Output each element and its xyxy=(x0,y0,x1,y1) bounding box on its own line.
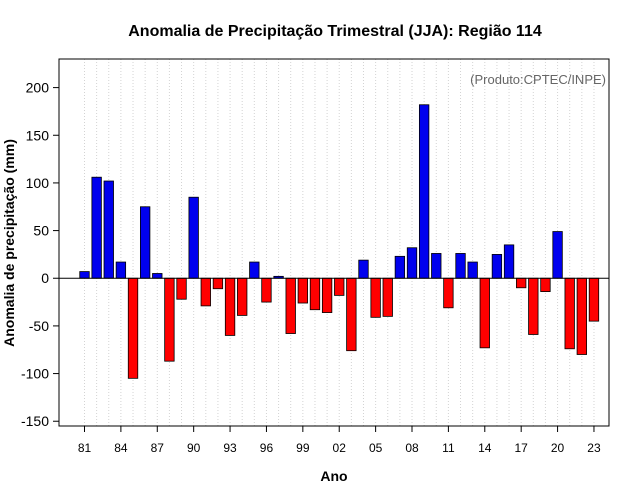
x-tick-label: 17 xyxy=(515,441,529,455)
bar-2002 xyxy=(334,277,345,296)
y-tick-label: -150 xyxy=(21,413,49,429)
x-tick-label: 20 xyxy=(551,441,565,455)
bar-1991 xyxy=(200,277,211,307)
x-axis-ticks: 81 84 87 90 93 96 99 02 05 08 11 14 17 20 23 xyxy=(78,426,601,455)
bar-1998 xyxy=(285,277,296,334)
bar-2006 xyxy=(382,277,393,317)
bar-2012 xyxy=(455,253,466,279)
bar-2005 xyxy=(370,277,381,318)
bar-2021 xyxy=(564,277,575,350)
bar-1992 xyxy=(212,277,224,290)
bar-1985 xyxy=(127,277,139,379)
bar-2015 xyxy=(491,254,503,279)
chart-title: Anomalia de Precipitação Trimestral (JJA… xyxy=(128,23,542,40)
y-tick-label: 150 xyxy=(26,127,50,143)
bar-2023 xyxy=(588,277,600,322)
bar-1984 xyxy=(115,261,127,279)
x-tick-label: 99 xyxy=(296,441,310,455)
bar-2014 xyxy=(479,277,490,349)
bar-1983 xyxy=(103,180,114,279)
y-tick-label: 200 xyxy=(26,80,50,96)
bar-1996 xyxy=(261,277,272,303)
bar-2009 xyxy=(418,104,430,279)
bar-2007 xyxy=(394,255,406,279)
y-tick-label: 0 xyxy=(41,270,49,286)
bar-2016 xyxy=(503,244,515,279)
bar-1981 xyxy=(79,271,90,279)
bar-1993 xyxy=(224,277,236,336)
bar-1988 xyxy=(164,277,175,362)
y-tick-label: -50 xyxy=(29,318,49,334)
bar-2003 xyxy=(346,277,357,352)
bar-1999 xyxy=(297,277,308,304)
bar-1990 xyxy=(188,196,199,279)
x-tick-label: 93 xyxy=(223,441,237,455)
bar-1989 xyxy=(176,277,187,300)
bar-1995 xyxy=(249,261,260,279)
x-tick-label: 08 xyxy=(405,441,419,455)
x-tick-label: 90 xyxy=(187,441,201,455)
source-note: (Produto:CPTEC/INPE) xyxy=(470,72,606,87)
bar-2011 xyxy=(443,277,454,309)
y-axis-ticks: -150 -100 -50 0 50 100 150 200 xyxy=(21,80,59,429)
x-tick-label: 87 xyxy=(151,441,165,455)
x-tick-label: 23 xyxy=(587,441,601,455)
bar-2017 xyxy=(516,277,527,289)
bars xyxy=(79,104,600,379)
bar-2018 xyxy=(528,277,539,335)
y-axis-label: Anomalia de precipitação (mm) xyxy=(1,139,17,347)
bar-1994 xyxy=(237,277,248,316)
bar-2004 xyxy=(358,259,369,279)
bar-2013 xyxy=(467,261,478,279)
bar-2001 xyxy=(321,277,333,313)
bar-2010 xyxy=(431,253,442,279)
bar-1987 xyxy=(152,273,163,279)
x-tick-label: 11 xyxy=(442,441,455,455)
y-tick-label: 50 xyxy=(33,223,49,239)
bar-1982 xyxy=(91,176,102,279)
bar-2022 xyxy=(576,277,587,355)
x-tick-label: 81 xyxy=(78,441,92,455)
x-axis-label: Ano xyxy=(320,468,347,484)
x-tick-label: 96 xyxy=(260,441,274,455)
x-tick-label: 02 xyxy=(333,441,347,455)
bar-1986 xyxy=(139,206,151,279)
bar-2019 xyxy=(540,277,551,292)
x-tick-label: 84 xyxy=(114,441,128,455)
bar-2000 xyxy=(309,277,321,311)
bar-2020 xyxy=(552,231,563,279)
x-tick-label: 05 xyxy=(369,441,383,455)
y-tick-label: 100 xyxy=(26,175,50,191)
plot-frame xyxy=(58,58,610,427)
bar-2008 xyxy=(406,247,418,279)
x-tick-label: 14 xyxy=(478,441,492,455)
y-tick-label: -100 xyxy=(21,366,49,382)
